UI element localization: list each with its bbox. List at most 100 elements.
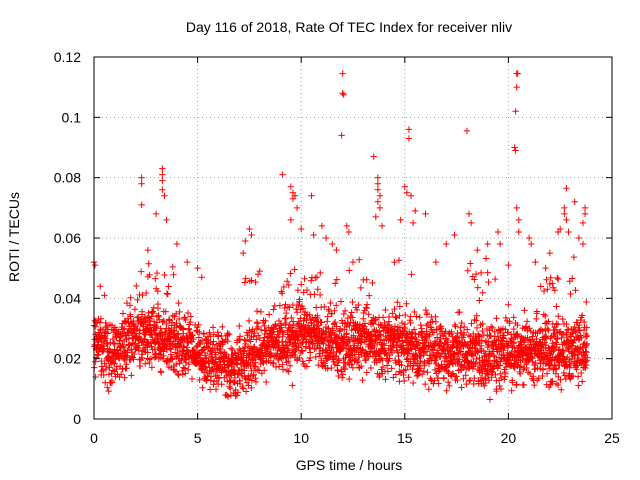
data-point [175, 299, 182, 307]
data-point [367, 364, 375, 372]
data-point [405, 135, 413, 142]
data-point [241, 279, 249, 286]
data-point [444, 378, 452, 386]
data-point [268, 329, 276, 336]
data-point [138, 268, 145, 275]
data-point [473, 324, 481, 332]
data-point [422, 210, 429, 218]
data-point [260, 367, 268, 374]
data-point [120, 343, 127, 350]
data-point [365, 311, 372, 318]
data-point [472, 317, 480, 324]
data-point [162, 308, 169, 315]
data-point [144, 246, 152, 254]
data-point [144, 349, 151, 356]
data-point [532, 258, 539, 266]
data-point [234, 389, 242, 396]
data-point [283, 309, 290, 317]
data-point [444, 339, 452, 346]
data-point [98, 367, 105, 375]
data-point [148, 364, 156, 371]
data-point [488, 374, 495, 381]
data-point [338, 374, 346, 381]
data-point [177, 357, 185, 365]
data-point [446, 382, 453, 390]
data-point [540, 311, 547, 318]
data-point [339, 343, 346, 351]
data-point [412, 338, 420, 345]
data-point [187, 318, 194, 326]
data-point [505, 301, 512, 308]
data-point [517, 362, 524, 370]
data-point [175, 371, 182, 379]
data-point [198, 337, 206, 344]
data-point [167, 351, 175, 358]
data-point [460, 375, 467, 383]
data-point [109, 367, 117, 374]
data-point [318, 319, 325, 326]
data-point [421, 380, 429, 388]
data-point [348, 361, 355, 368]
data-point [513, 332, 521, 339]
data-point [105, 387, 112, 395]
data-point [405, 350, 413, 357]
data-point [526, 325, 533, 332]
data-point [295, 344, 302, 351]
data-point [188, 375, 196, 383]
data-point [356, 256, 363, 263]
data-point [104, 384, 111, 391]
data-point [343, 323, 350, 331]
data-point [508, 334, 515, 342]
data-point [245, 317, 253, 325]
data-point [561, 204, 568, 212]
data-point [481, 382, 488, 390]
data-point [460, 329, 468, 337]
data-point [378, 222, 386, 230]
data-point [333, 246, 340, 254]
data-point [392, 359, 400, 367]
data-point [98, 357, 105, 365]
data-point [456, 356, 463, 363]
data-point [543, 276, 550, 283]
data-point [513, 381, 520, 388]
data-point [581, 210, 589, 218]
data-point [483, 357, 490, 364]
data-point [285, 357, 292, 365]
data-point [182, 316, 189, 324]
data-point [374, 198, 382, 205]
data-point [579, 240, 587, 248]
data-point [341, 307, 349, 315]
data-point [189, 331, 196, 339]
data-point [307, 354, 314, 362]
data-point [218, 381, 225, 388]
data-point [287, 216, 295, 224]
data-point [458, 319, 465, 327]
data-point [134, 296, 141, 304]
data-point [283, 367, 291, 374]
data-point [347, 312, 354, 320]
data-point [559, 347, 566, 355]
data-point [452, 323, 459, 330]
data-point [577, 316, 584, 324]
data-point [423, 311, 431, 318]
data-point [514, 70, 521, 77]
data-point [282, 338, 289, 345]
data-point [299, 348, 306, 355]
data-point [349, 314, 356, 321]
data-point [549, 340, 556, 347]
data-point [299, 305, 307, 312]
data-point [206, 386, 214, 393]
data-point [278, 290, 286, 297]
data-point [289, 195, 297, 202]
data-point [511, 144, 518, 151]
x-tick-label: 20 [501, 430, 517, 446]
data-point [136, 362, 144, 370]
data-point [380, 342, 388, 349]
data-point [106, 364, 113, 371]
data-point [576, 321, 583, 329]
data-point [263, 378, 270, 386]
data-point [127, 294, 134, 301]
data-point [145, 260, 152, 267]
x-tick-label: 15 [397, 430, 413, 446]
data-point [419, 340, 427, 347]
